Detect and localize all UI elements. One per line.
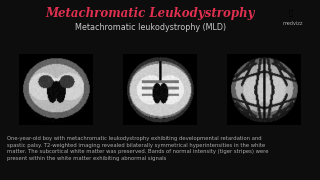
Text: One-year-old boy with metachromatic leukodystrophy exhibiting developmental reta: One-year-old boy with metachromatic leuk…	[7, 136, 268, 161]
Text: 🔴: 🔴	[289, 9, 293, 16]
Text: Metachromatic Leukodystrophy: Metachromatic Leukodystrophy	[46, 7, 255, 20]
Text: Metachromatic leukodystrophy (MLD): Metachromatic leukodystrophy (MLD)	[75, 23, 226, 32]
Text: medvizz: medvizz	[283, 21, 303, 26]
